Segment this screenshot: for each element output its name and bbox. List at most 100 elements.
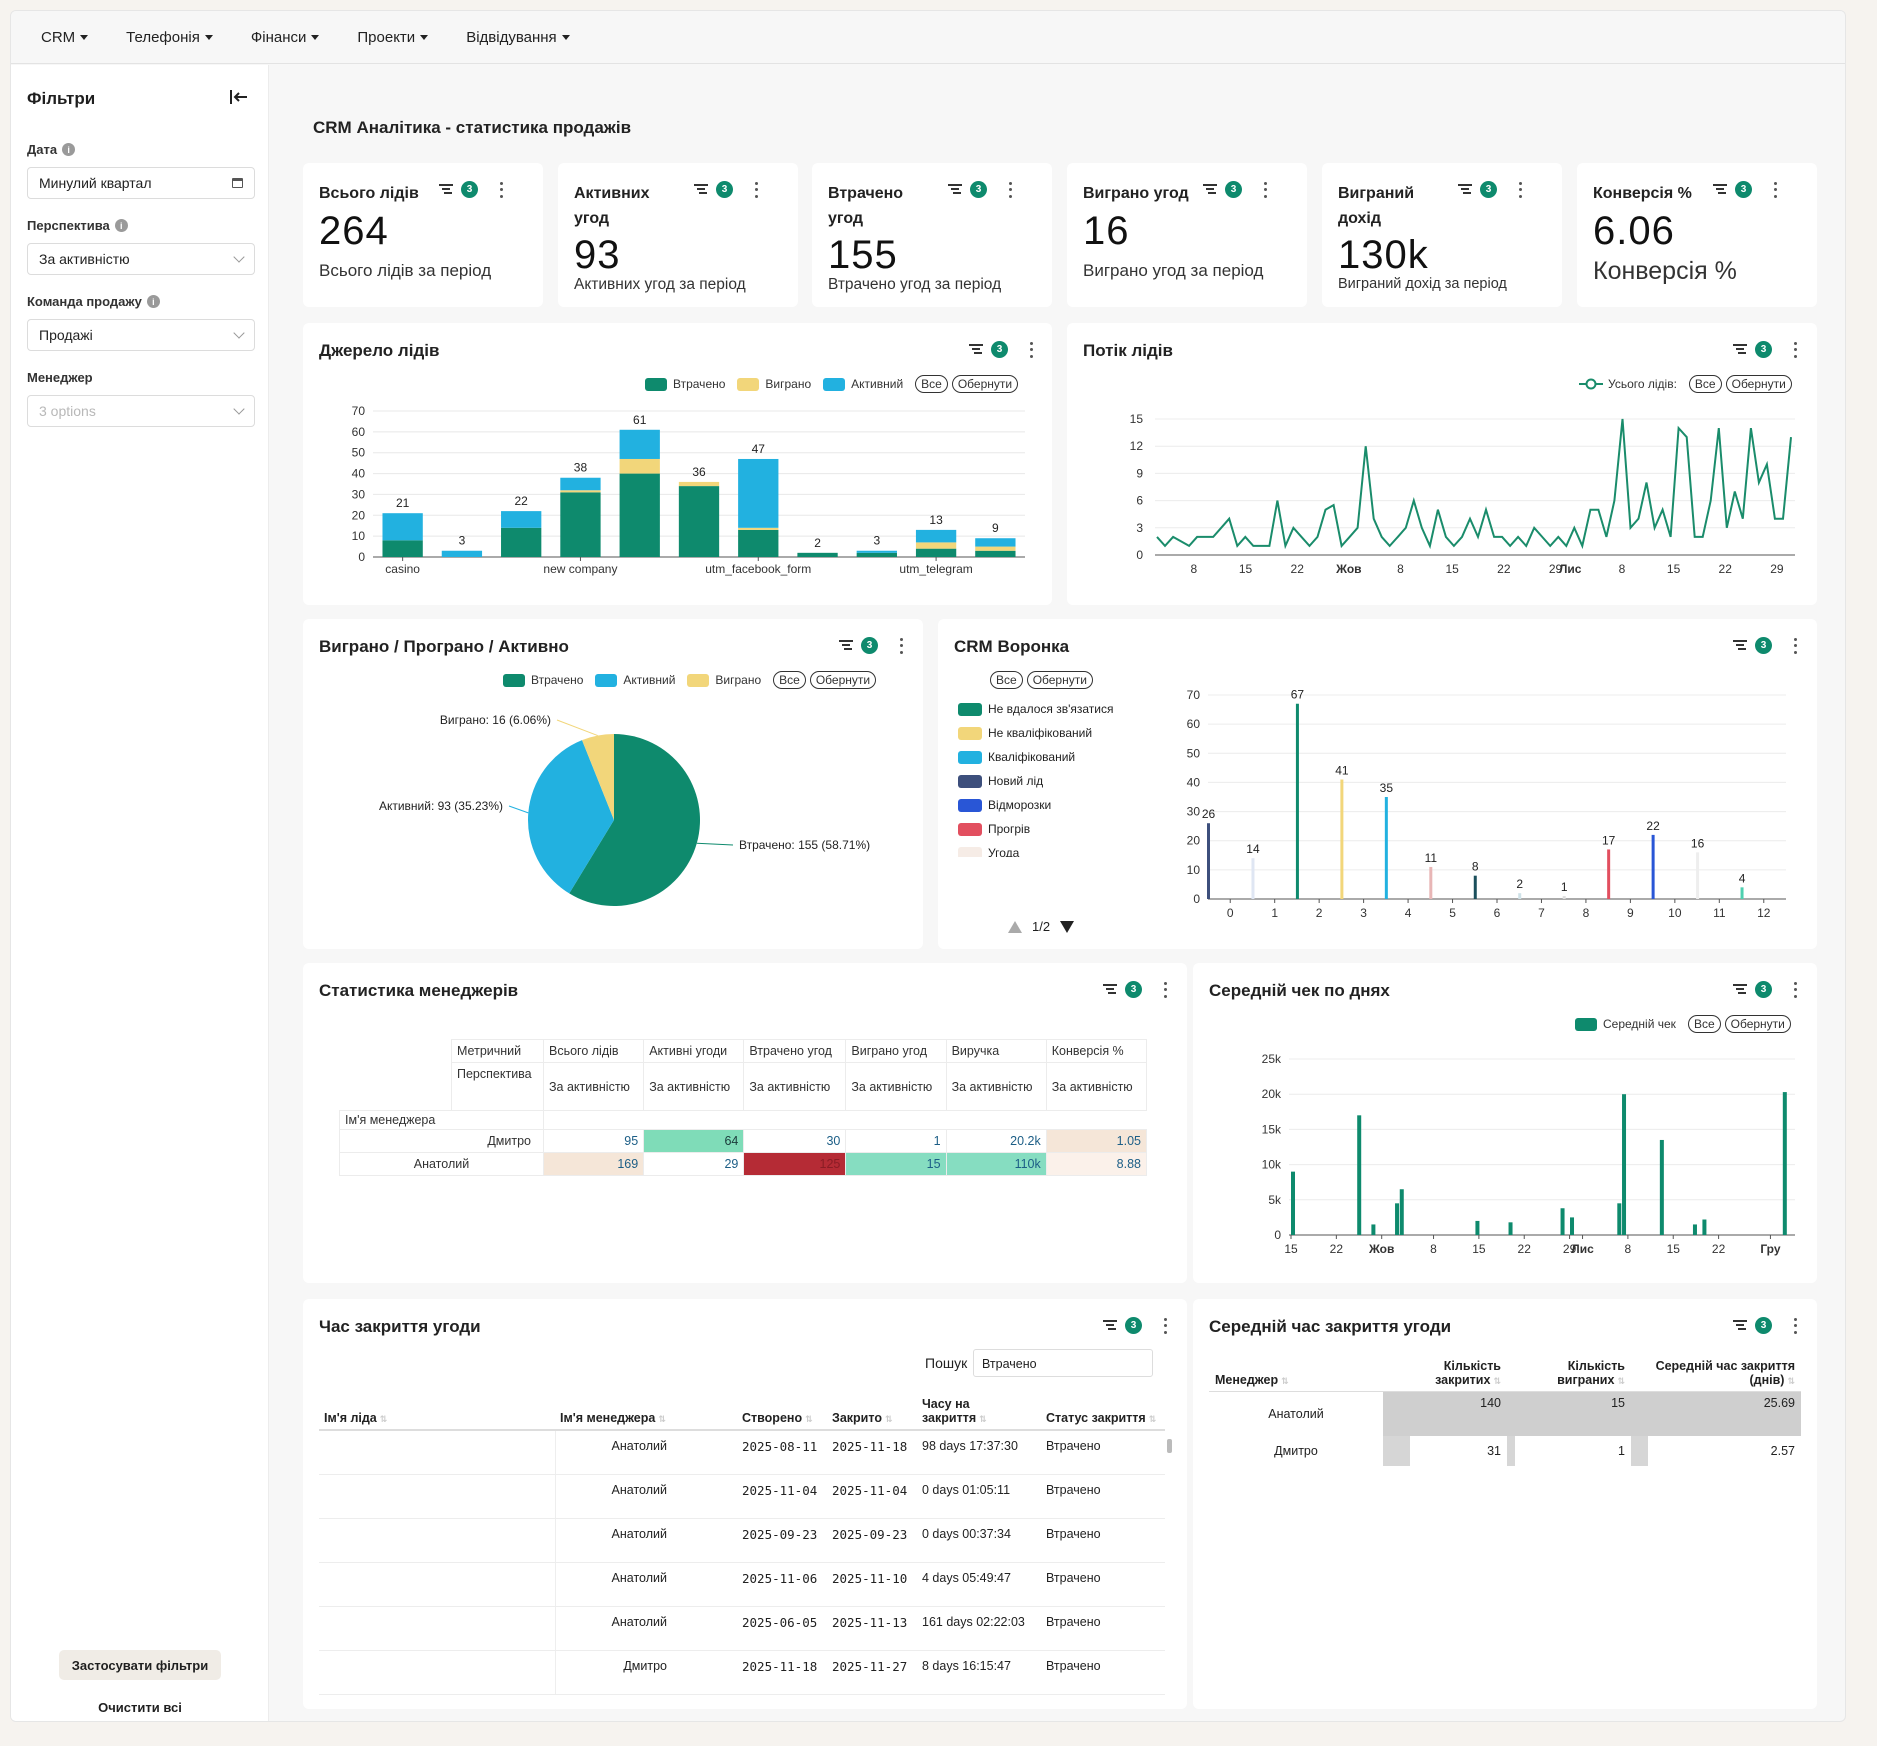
more-options-icon[interactable]	[1794, 637, 1798, 654]
metric-header[interactable]: Втрачено угод	[743, 1039, 847, 1063]
perspective-select[interactable]: За активністю	[27, 243, 255, 275]
more-options-icon[interactable]	[1794, 341, 1798, 358]
legend-item[interactable]: Активний	[823, 377, 903, 391]
filter-icon[interactable]	[1733, 1320, 1747, 1331]
column-header[interactable]: Статус закриття ⇅	[1041, 1393, 1165, 1431]
status-cell: Втрачено	[1041, 1474, 1165, 1519]
legend-invert-button[interactable]: Обернути	[809, 671, 877, 689]
legend-invert-button[interactable]: Обернути	[1725, 375, 1792, 393]
more-options-icon[interactable]	[900, 637, 904, 654]
column-header[interactable]: Кількість виграних ⇅	[1507, 1355, 1631, 1392]
nav-telephony[interactable]: Телефонія	[126, 29, 213, 46]
info-icon[interactable]: i	[146, 295, 160, 308]
column-header[interactable]: Ім'я менеджера ⇅	[555, 1393, 737, 1431]
metric-header[interactable]: Виручка	[945, 1039, 1047, 1063]
legend-select-all-button[interactable]: Все	[1687, 1015, 1721, 1033]
more-options-icon[interactable]	[1009, 181, 1013, 198]
filter-icon[interactable]	[969, 344, 983, 355]
legend-item[interactable]: Кваліфікований	[958, 745, 1148, 769]
funnel-bar	[1207, 823, 1210, 899]
closed-cell: 2025-11-18	[827, 1430, 917, 1475]
more-options-icon[interactable]	[1519, 181, 1523, 198]
more-options-icon[interactable]	[500, 181, 504, 198]
arrow-up-icon[interactable]	[1008, 920, 1022, 933]
legend-item[interactable]: Прогрів	[958, 817, 1148, 841]
more-options-icon[interactable]	[1164, 1317, 1168, 1334]
legend-item[interactable]: Втрачено	[645, 377, 725, 391]
team-select[interactable]: Продажі	[27, 319, 255, 351]
filter-icon[interactable]	[1733, 344, 1747, 355]
legend-item[interactable]: Виграно	[687, 673, 761, 687]
funnel-legend-controls: Все Обернути	[990, 671, 1097, 689]
nav-attendance[interactable]: Відвідування	[466, 29, 570, 46]
more-options-icon[interactable]	[1794, 1317, 1798, 1334]
kpi-card-lost-deals: Втрачено угод 3 155 Втрачено угод за пер…	[812, 163, 1052, 307]
legend-item[interactable]: Активний	[595, 673, 675, 687]
info-icon[interactable]: i	[62, 143, 76, 156]
info-icon[interactable]: i	[114, 219, 128, 232]
avg-time-value: 25.69	[1763, 1396, 1795, 1410]
legend-item[interactable]: Втрачено	[503, 673, 583, 687]
bar-segment	[619, 458, 660, 474]
filter-icon[interactable]	[1203, 184, 1217, 195]
manager-name-header[interactable]: Ім'я менеджера	[339, 1110, 544, 1130]
manager-select[interactable]: 3 options	[27, 395, 255, 427]
metric-header[interactable]: Виграно угод	[845, 1039, 947, 1063]
column-header[interactable]: Ім'я ліда ⇅	[319, 1393, 555, 1431]
legend-item[interactable]: Виграно	[737, 377, 811, 391]
column-header[interactable]: Середній час закриття (днів) ⇅	[1631, 1355, 1801, 1392]
legend-select-all-button[interactable]: Все	[915, 375, 948, 393]
column-header[interactable]: Часу на закриття ⇅	[917, 1393, 1041, 1431]
filter-icon[interactable]	[1733, 984, 1747, 995]
filter-icon[interactable]	[439, 184, 453, 195]
legend-item[interactable]: Відморозки	[958, 793, 1148, 817]
filter-icon[interactable]	[1458, 184, 1472, 195]
search-input[interactable]: Втрачено	[973, 1349, 1153, 1377]
apply-filters-button[interactable]: Застосувати фільтри	[59, 1650, 221, 1680]
column-header[interactable]: Кількість закритих ⇅	[1383, 1355, 1507, 1392]
legend-invert-button[interactable]: Обернути	[951, 375, 1019, 393]
column-header[interactable]: Створено ⇅	[737, 1393, 827, 1431]
avg-check-bar	[1622, 1094, 1627, 1235]
metric-header[interactable]: Всього лідів	[542, 1039, 645, 1063]
more-options-icon[interactable]	[1264, 181, 1268, 198]
legend-item[interactable]: Не вдалося зв'язатися	[958, 697, 1148, 721]
bar-data-label: 16	[1691, 836, 1705, 850]
filter-icon[interactable]	[694, 184, 708, 195]
legend-select-all-button[interactable]: Все	[773, 671, 806, 689]
nav-projects[interactable]: Проекти	[357, 29, 429, 46]
filter-icon[interactable]	[948, 184, 962, 195]
arrow-down-icon[interactable]	[1060, 920, 1075, 933]
legend-item[interactable]: Угода	[958, 841, 1148, 857]
metric-header[interactable]: Активні угоди	[643, 1039, 745, 1063]
legend-invert-button[interactable]: Обернути	[1724, 1015, 1791, 1033]
nav-finance[interactable]: Фінанси	[251, 29, 320, 46]
filter-icon[interactable]	[839, 640, 853, 651]
metric-header[interactable]: Конверсія %	[1045, 1039, 1148, 1063]
more-options-icon[interactable]	[1030, 341, 1034, 358]
filter-icon[interactable]	[1733, 640, 1747, 651]
legend-select-all-button[interactable]: Все	[1688, 375, 1722, 393]
date-select[interactable]: Минулий квартал	[27, 167, 255, 199]
legend-item[interactable]: Усього лідів:	[1579, 377, 1677, 391]
table-scrollbar[interactable]	[1167, 1439, 1172, 1453]
legend-item[interactable]: Середній чек	[1575, 1017, 1676, 1031]
filter-icon[interactable]	[1103, 1320, 1117, 1331]
more-options-icon[interactable]	[755, 181, 759, 198]
filter-icon[interactable]	[1713, 184, 1727, 195]
more-options-icon[interactable]	[1794, 981, 1798, 998]
nav-crm[interactable]: CRM	[41, 29, 89, 46]
column-header[interactable]: Менеджер ⇅	[1209, 1355, 1383, 1392]
legend-invert-button[interactable]: Обернути	[1026, 671, 1093, 689]
legend-select-all-button[interactable]: Все	[990, 671, 1023, 689]
more-options-icon[interactable]	[1164, 981, 1168, 998]
collapse-sidebar-icon[interactable]	[229, 89, 249, 110]
clear-all-button[interactable]: Очистити всі	[98, 1699, 182, 1715]
filter-icon[interactable]	[1103, 984, 1117, 995]
more-options-icon[interactable]	[1774, 181, 1778, 198]
y-tick-label: 5k	[1268, 1193, 1282, 1207]
column-header[interactable]: Закрито ⇅	[827, 1393, 917, 1431]
column-header-label: Менеджер	[1215, 1373, 1279, 1387]
legend-item[interactable]: Новий лід	[958, 769, 1148, 793]
legend-item[interactable]: Не кваліфікований	[958, 721, 1148, 745]
